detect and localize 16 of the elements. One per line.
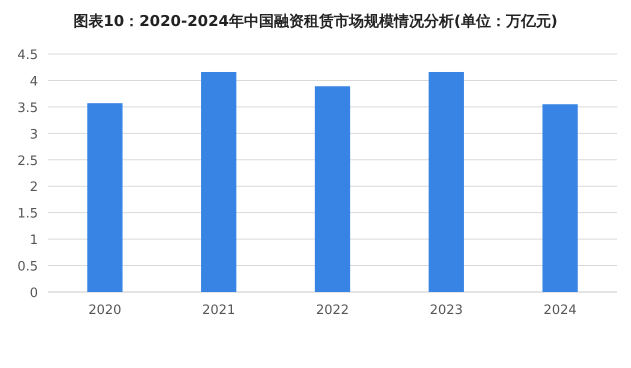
y-tick-label: 3.5 bbox=[17, 100, 38, 116]
y-tick-label: 0 bbox=[30, 286, 38, 301]
y-tick-label: 1 bbox=[30, 233, 38, 248]
y-tick-label: 2.5 bbox=[17, 154, 38, 169]
y-tick-label: 0.5 bbox=[17, 260, 38, 275]
x-tick-label: 2020 bbox=[88, 303, 122, 318]
y-tick-label: 3 bbox=[30, 127, 38, 142]
y-tick-label: 1.5 bbox=[17, 206, 38, 222]
y-tick-label: 2 bbox=[30, 180, 38, 196]
x-tick-label: 2022 bbox=[316, 303, 350, 318]
y-tick-label: 4.5 bbox=[17, 48, 38, 63]
x-tick-label: 2023 bbox=[430, 303, 463, 318]
x-tick-label: 2024 bbox=[544, 303, 577, 318]
x-tick-label: 2021 bbox=[202, 303, 236, 318]
chart-title: 图表10：2020-2024年中国融资租赁市场规模情况分析(单位：万亿元) bbox=[73, 12, 558, 30]
y-tick-label: 4 bbox=[30, 74, 38, 90]
